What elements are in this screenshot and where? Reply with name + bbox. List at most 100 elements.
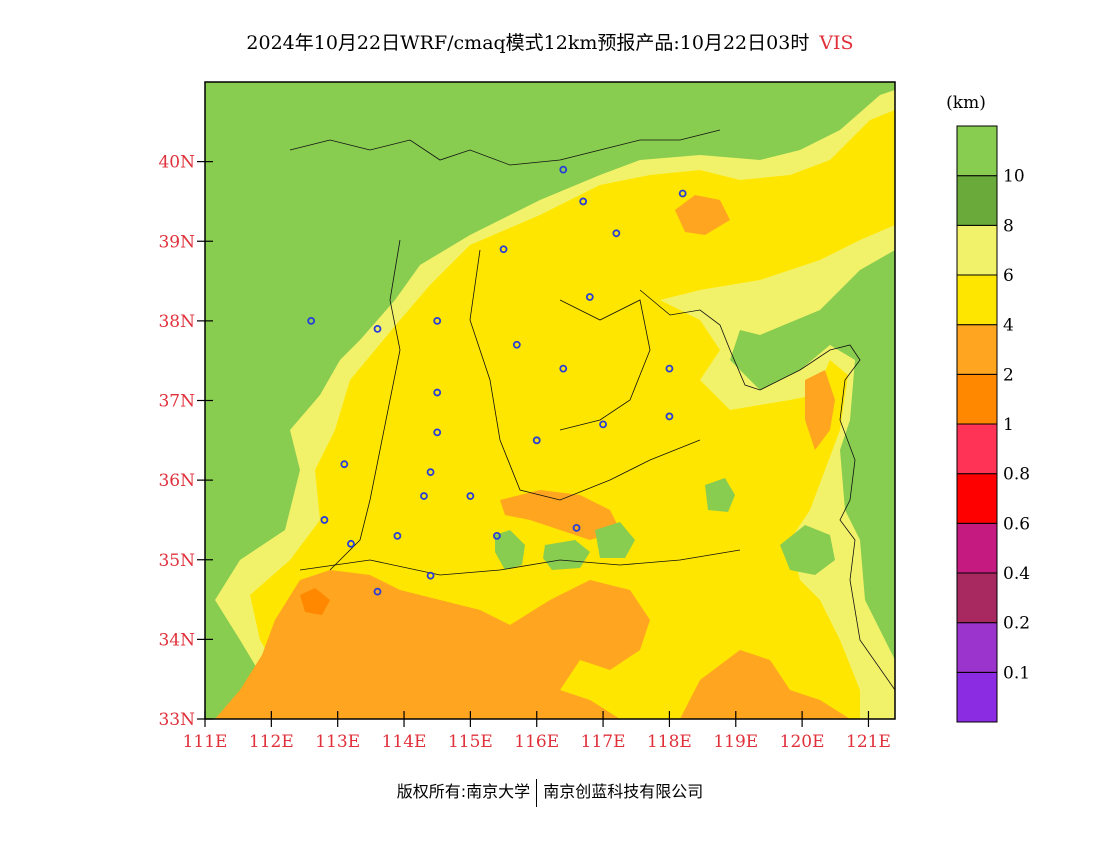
copyright-footer: 版权所有:南京大学 南京创蓝科技有限公司 (0, 778, 1100, 807)
map-title: 2024年10月22日WRF/cmaq模式12km预报产品:10月22日03时 V… (0, 28, 1100, 55)
latitude-label: 34N (158, 630, 195, 650)
province-boundary-south (299, 549, 741, 576)
colorbar-swatch (956, 423, 998, 475)
station-marker (420, 492, 428, 500)
longitude-label: 115E (448, 732, 493, 752)
colorbar-label: 6 (1003, 266, 1014, 286)
colorbar-label: 0.8 (1003, 465, 1030, 485)
station-marker (466, 492, 475, 500)
longitude-label: 112E (249, 732, 294, 752)
station-marker (599, 420, 607, 429)
colorbar-swatch (956, 473, 998, 524)
colorbar-swatch (956, 274, 998, 326)
footer-separator (536, 778, 538, 807)
station-marker (320, 516, 329, 524)
vis-region-above-10km-center-4 (705, 478, 735, 512)
latitude-labels: 33N 34N 35N 36N 37N 38N 39N 40N (158, 153, 195, 730)
longitude-labels: 111E 112E 113E 114E 115E 116E 117E 118E 119E 120E… (183, 732, 891, 752)
colorbar-swatch (956, 373, 998, 425)
longitude-label: 116E (514, 732, 559, 752)
title-text: 2024年10月22日WRF/cmaq模式12km预报产品:10月22日03时 (246, 32, 810, 54)
colorbar-label: 2 (1003, 365, 1014, 385)
vis-region-above-10km-east (780, 525, 835, 575)
vis-region-2-4km-north (675, 195, 730, 235)
longitude-label: 118E (647, 732, 692, 752)
station-marker (665, 412, 674, 421)
vis-region-above-10km-center-3 (595, 522, 635, 558)
station-marker (433, 428, 442, 437)
vis-region-2-4km-east (805, 370, 835, 450)
station-marker (373, 587, 382, 596)
copyright-company: 南京创蓝科技有限公司 (543, 782, 704, 801)
station-marker (612, 229, 621, 238)
coastline (639, 289, 895, 691)
colorbar-swatch (956, 671, 998, 723)
colorbar-unit: (km) (946, 93, 986, 113)
station-markers (307, 165, 687, 596)
boundary-lines (289, 129, 895, 691)
longitude-label: 113E (315, 732, 360, 752)
province-boundary-north (289, 129, 721, 166)
station-marker (347, 539, 355, 548)
station-marker (532, 436, 541, 445)
vis-region-2-4km-southeast (680, 650, 850, 719)
title-variable: VIS (819, 32, 854, 54)
colorbar-label: 1 (1003, 415, 1014, 435)
colorbar-swatches (956, 125, 998, 723)
longitude-label: 111E (183, 732, 228, 752)
station-marker (340, 460, 349, 469)
colorbar-label: 4 (1003, 316, 1014, 336)
axis-ticks (197, 161, 870, 727)
longitude-label: 119E (713, 732, 758, 752)
colorbar-label: 10 (1003, 167, 1025, 187)
colorbar-label: 0.2 (1003, 614, 1030, 634)
station-marker (559, 364, 568, 373)
province-boundary-east (559, 299, 651, 431)
province-boundary-central (469, 249, 701, 501)
station-marker (665, 364, 674, 373)
vis-field (205, 82, 895, 719)
station-marker (307, 316, 316, 325)
latitude-label: 38N (158, 312, 195, 332)
vis-region-above-10km-center-1 (495, 530, 525, 570)
colorbar-label: 8 (1003, 216, 1014, 236)
vis-region-above-10km-center-2 (543, 540, 590, 570)
station-marker (433, 316, 442, 325)
province-boundary-west (329, 239, 401, 571)
vis-region-4-6km (250, 110, 895, 719)
latitude-label: 40N (158, 153, 195, 173)
station-marker (433, 388, 442, 397)
latitude-label: 39N (158, 232, 195, 252)
colorbar-label: 0.6 (1003, 514, 1030, 534)
vis-region-2-4km-center (500, 490, 620, 540)
colorbar-swatch (956, 622, 998, 673)
station-marker (585, 293, 594, 301)
colorbar-swatch (956, 572, 998, 624)
station-marker (426, 468, 435, 477)
colorbar-labels: 0.1 0.2 0.4 0.6 0.8 1 2 4 6 8 10 (1003, 167, 1030, 684)
longitude-label: 114E (382, 732, 427, 752)
station-marker (426, 571, 435, 580)
station-marker (559, 165, 568, 174)
colorbar-swatch (956, 224, 998, 276)
colorbar-swatch (956, 324, 998, 375)
station-marker (373, 324, 382, 333)
longitude-label: 117E (581, 732, 626, 752)
station-marker (493, 531, 501, 540)
station-marker (579, 197, 588, 206)
vis-region-1-2km (300, 588, 330, 615)
latitude-label: 33N (158, 710, 195, 730)
station-marker (393, 531, 402, 540)
longitude-label: 121E (846, 732, 891, 752)
station-marker (512, 340, 521, 349)
copyright-owner: 版权所有:南京大学 (396, 782, 531, 801)
station-marker (678, 189, 687, 198)
longitude-label: 120E (780, 732, 825, 752)
colorbar-swatch (956, 175, 998, 226)
latitude-label: 36N (158, 471, 195, 491)
latitude-label: 37N (158, 392, 195, 412)
station-marker (572, 524, 581, 532)
colorbar-swatch (956, 522, 998, 574)
colorbar: (km) 0.1 0.2 0.4 0.6 0.8 1 2 4 6 8 10 (946, 93, 1030, 723)
